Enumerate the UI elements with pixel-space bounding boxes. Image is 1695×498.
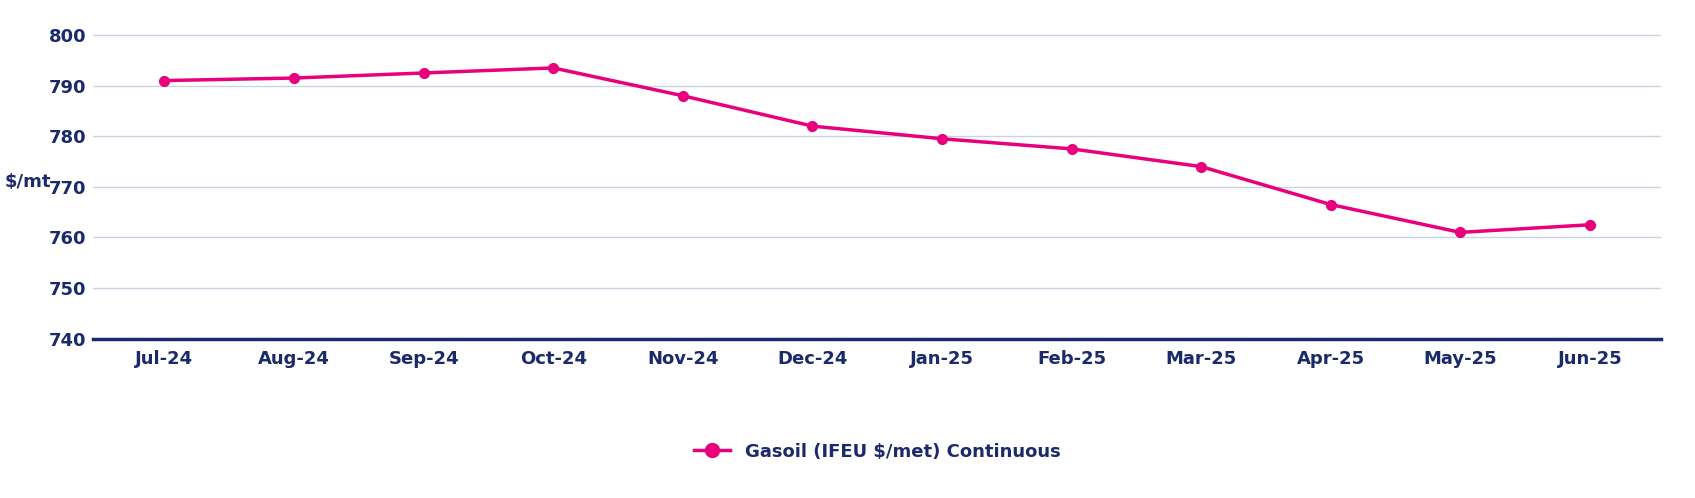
- Legend: Gasoil (IFEU $/met) Continuous: Gasoil (IFEU $/met) Continuous: [686, 436, 1068, 468]
- Y-axis label: $/mt: $/mt: [5, 173, 51, 191]
